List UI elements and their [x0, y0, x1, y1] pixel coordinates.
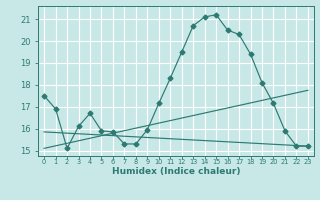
X-axis label: Humidex (Indice chaleur): Humidex (Indice chaleur)	[112, 167, 240, 176]
